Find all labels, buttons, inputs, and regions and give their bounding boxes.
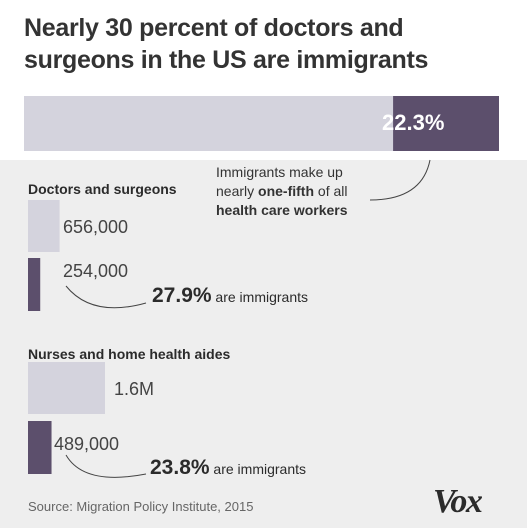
- vox-logo: Vox: [433, 483, 483, 520]
- nurses-percent-annotation: 23.8% are immigrants: [150, 456, 307, 479]
- doctors-total-bar: [28, 200, 60, 252]
- background-band: [0, 124, 527, 528]
- overall-bar-non-immigrant: [24, 96, 394, 151]
- doctors-percent-annotation: 27.9% are immigrants: [152, 284, 309, 307]
- nurses-immigrants-label: 489,000: [54, 434, 120, 454]
- group-label-nurses: Nurses and home health aides: [28, 346, 231, 362]
- annotation-line-1: Immigrants make up: [216, 164, 343, 180]
- annotation-connector: [369, 159, 431, 201]
- group-label-doctors: Doctors and surgeons: [28, 181, 177, 197]
- doctors-immigrants-bar: [28, 258, 41, 311]
- nurses-percent-value: 23.8%: [150, 456, 210, 479]
- nurses-percent-connector: [65, 454, 147, 478]
- overall-bar-immigrant: [393, 96, 499, 151]
- overall-percent-label: 22.3%: [382, 110, 445, 135]
- nurses-total-label: 1.6M: [114, 379, 155, 399]
- doctors-percent-value: 27.9%: [152, 284, 212, 307]
- nurses-immigrants-bar: [28, 421, 52, 474]
- annotation-emphasis: one-fifth: [258, 183, 315, 199]
- overall-annotation: Immigrants make up nearly one-fifth of a…: [216, 163, 348, 220]
- source-note: Source: Migration Policy Institute, 2015: [28, 499, 254, 514]
- nurses-total-bar: [28, 362, 105, 414]
- doctors-total-label: 656,000: [63, 217, 129, 237]
- annotation-line-3: health care workers: [216, 202, 348, 218]
- doctors-immigrants-label: 254,000: [63, 261, 129, 281]
- annotation-line-2: nearly one-fifth of all: [216, 183, 348, 199]
- chart-title-line-2: surgeons in the US are immigrants: [24, 46, 429, 74]
- chart-title-line-1: Nearly 30 percent of doctors and: [24, 14, 404, 42]
- doctors-percent-connector: [65, 285, 147, 309]
